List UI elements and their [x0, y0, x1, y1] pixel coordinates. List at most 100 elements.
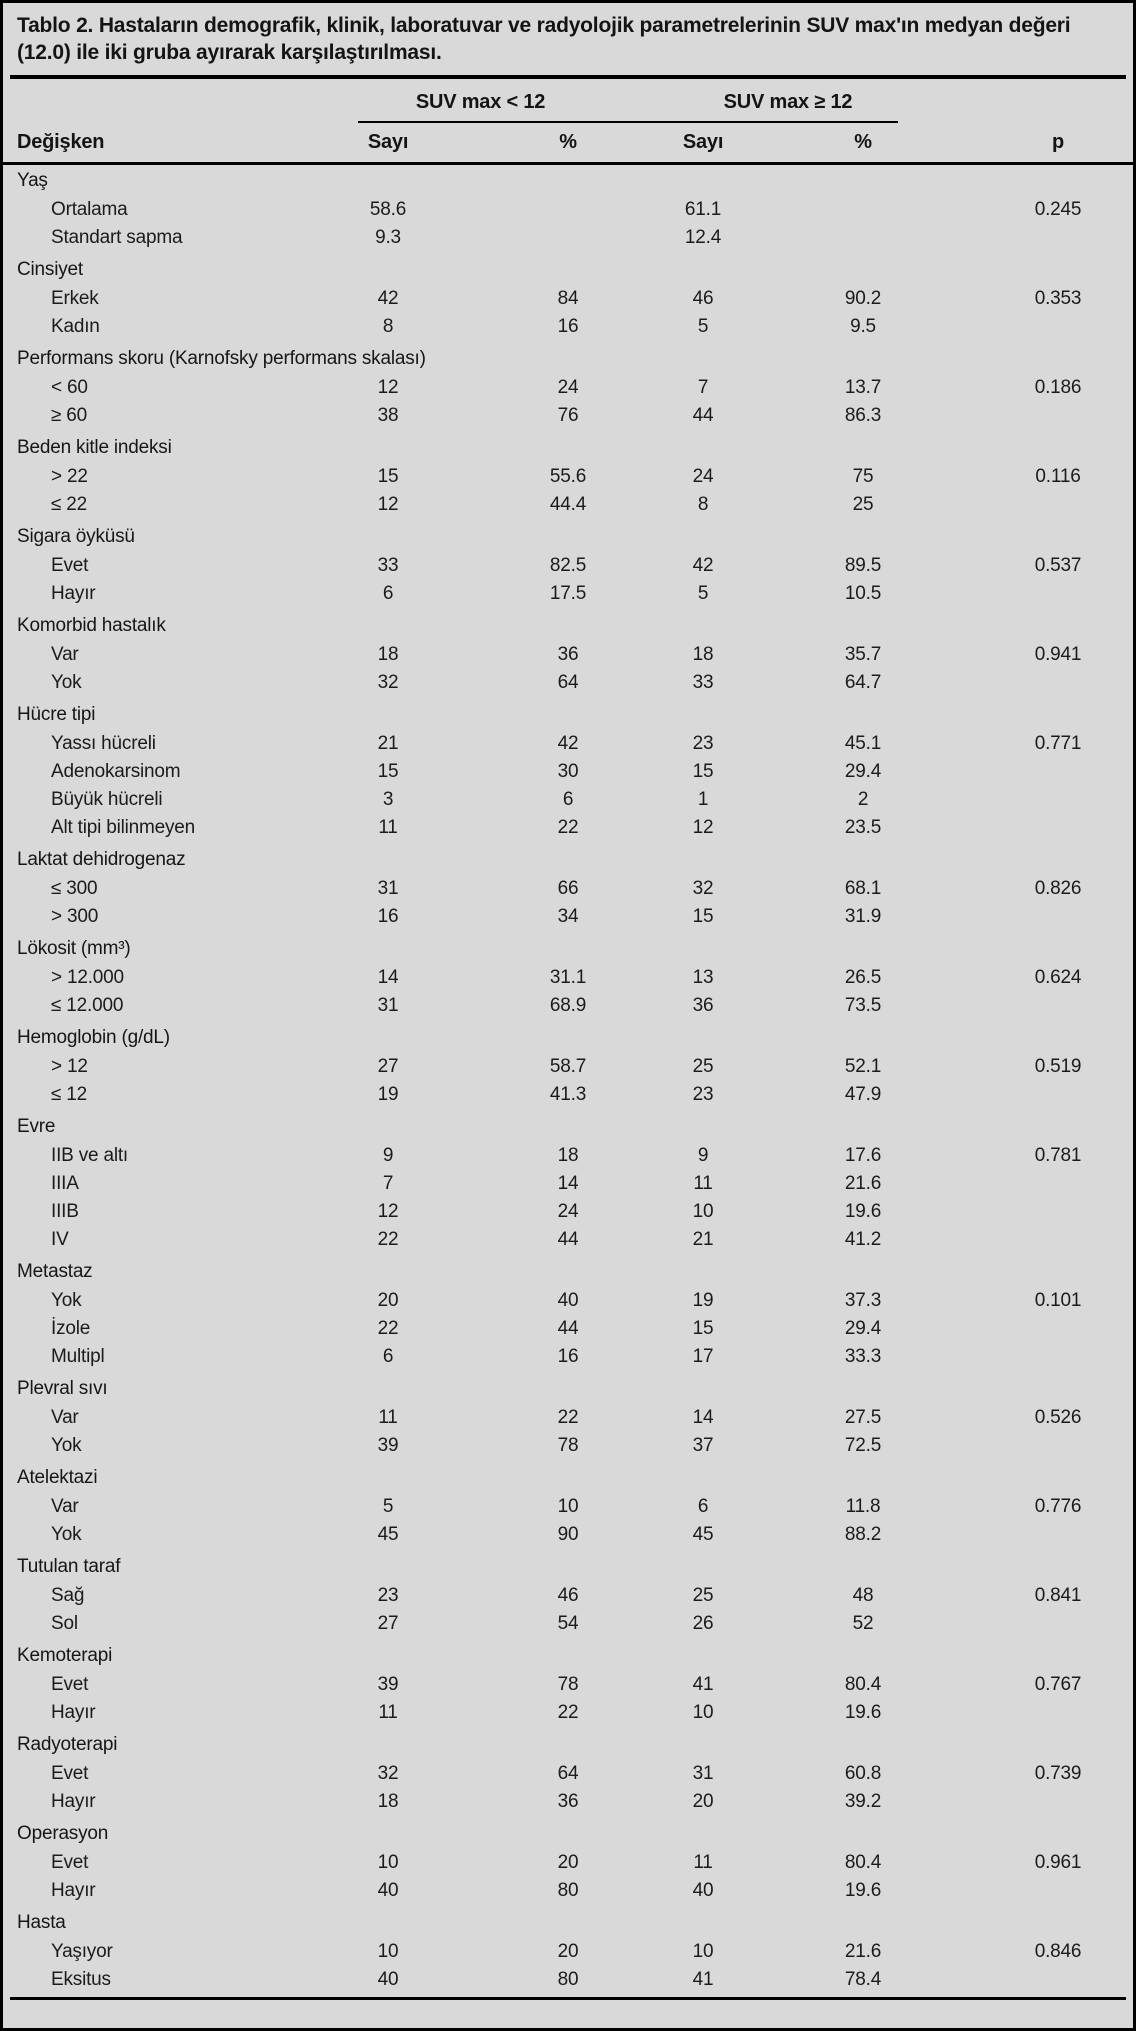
cell-sayi-lt12: 20: [377, 1290, 399, 1312]
cell-sayi-ge12: 31: [692, 1763, 714, 1785]
data-row: Evet 39 78 41 80.4 0.767: [3, 1671, 1133, 1699]
section-label: Komorbid hastalık: [17, 615, 166, 637]
data-row: ≤ 300 31 66 32 68.1 0.826: [3, 875, 1133, 903]
section-label: Yaş: [17, 170, 48, 192]
cell-pct-ge12: 48: [852, 1585, 874, 1607]
data-row: ≤ 22 12 44.4 8 25: [3, 491, 1133, 519]
cell-p-value: 0.624: [1034, 967, 1082, 989]
cell-sayi-ge12: 10: [692, 1201, 714, 1223]
cell-p-value: [983, 580, 1133, 608]
cell-pct-ge12: 37.3: [844, 1290, 882, 1312]
cell-p-value: [983, 758, 1133, 786]
cell-pct-lt12: 80: [557, 1969, 579, 1991]
row-label: Sağ: [51, 1585, 85, 1607]
cell-pct-ge12: 19.6: [844, 1880, 882, 1902]
data-row: Yok 32 64 33 64.7: [3, 669, 1133, 697]
cell-p-value: 0.519: [1034, 1056, 1082, 1078]
row-label: Eksitus: [51, 1969, 111, 1991]
cell-pct-ge12: 39.2: [844, 1791, 882, 1813]
cell-pct-ge12: 13.7: [844, 377, 882, 399]
col-header-sayi-ge12: Sayı: [663, 123, 743, 165]
cell-sayi-ge12: 14: [692, 1407, 714, 1429]
data-row: IV 22 44 21 41.2: [3, 1226, 1133, 1254]
cell-p-value: 0.776: [1034, 1496, 1082, 1518]
cell-pct-ge12: 19.6: [844, 1702, 882, 1724]
data-row: Hayır 18 36 20 39.2: [3, 1788, 1133, 1816]
col-header-pct-ge12: %: [743, 123, 983, 165]
col-header-degisken: Değişken: [3, 123, 303, 165]
row-label: IV: [51, 1229, 69, 1251]
cell-pct-ge12: 21.6: [844, 1941, 882, 1963]
cell-sayi-lt12: 7: [382, 1173, 394, 1195]
section-row: Plevral sıvı: [3, 1371, 1133, 1404]
data-row: > 12 27 58.7 25 52.1 0.519: [3, 1053, 1133, 1081]
cell-sayi-ge12: 25: [692, 1585, 714, 1607]
cell-pct-ge12: [743, 196, 983, 224]
cell-pct-ge12: 10.5: [844, 583, 882, 605]
section-row: Operasyon: [3, 1816, 1133, 1849]
data-row: Var 5 10 6 11.8 0.776: [3, 1493, 1133, 1521]
cell-sayi-ge12: 61.1: [684, 199, 722, 221]
cell-pct-ge12: 52: [852, 1613, 874, 1635]
data-row: < 60 12 24 7 13.7 0.186: [3, 374, 1133, 402]
cell-p-value: 0.767: [1034, 1674, 1082, 1696]
cell-p-value: [983, 1315, 1133, 1343]
data-row: Hayır 40 80 40 19.6: [3, 1877, 1133, 1905]
data-row: Multipl 6 16 17 33.3: [3, 1343, 1133, 1371]
group-header-row: SUV max < 12 SUV max ≥ 12: [3, 79, 1133, 124]
cell-pct-ge12: 52.1: [844, 1056, 882, 1078]
cell-sayi-lt12: 40: [377, 1969, 399, 1991]
cell-pct-ge12: 80.4: [844, 1852, 882, 1874]
cell-sayi-lt12: 42: [377, 288, 399, 310]
title-separator-rule: [10, 75, 1126, 80]
cell-p-value: 0.739: [1034, 1763, 1082, 1785]
section-label: Tutulan taraf: [17, 1556, 121, 1578]
cell-p-value: 0.537: [1034, 555, 1082, 577]
row-label: Yassı hücreli: [51, 733, 156, 755]
row-label: Var: [51, 1496, 79, 1518]
cell-p-value: [983, 1226, 1133, 1254]
cell-pct-lt12: 24: [557, 377, 579, 399]
cell-pct-ge12: 29.4: [844, 761, 882, 783]
row-label: Hayır: [51, 1702, 96, 1724]
section-label: Hemoglobin (g/dL): [17, 1027, 170, 1049]
cell-pct-lt12: 64: [557, 672, 579, 694]
cell-pct-lt12: 76: [557, 405, 579, 427]
cell-pct-lt12: 24: [557, 1201, 579, 1223]
data-row: Yaşıyor 10 20 10 21.6 0.846: [3, 1938, 1133, 1966]
cell-p-value: [983, 313, 1133, 341]
section-row: Komorbid hastalık: [3, 608, 1133, 641]
data-row: Kadın 8 16 5 9.5: [3, 313, 1133, 341]
cell-pct-lt12: 41.3: [549, 1084, 587, 1106]
section-row: Hasta: [3, 1905, 1133, 1938]
col-header-p-value: p: [983, 123, 1133, 165]
comparison-table: SUV max < 12 SUV max ≥ 12 Değişken Sayı …: [3, 79, 1133, 1994]
row-label: ≤ 22: [51, 494, 88, 516]
data-row: Adenokarsinom 15 30 15 29.4: [3, 758, 1133, 786]
cell-pct-ge12: 26.5: [844, 967, 882, 989]
cell-sayi-lt12: 19: [377, 1084, 399, 1106]
bottom-rule: [10, 1997, 1126, 2001]
cell-sayi-lt12: 22: [377, 1318, 399, 1340]
section-row: Cinsiyet: [3, 252, 1133, 285]
section-label: Lökosit (mm³): [17, 938, 131, 960]
data-row: Evet 10 20 11 80.4 0.961: [3, 1849, 1133, 1877]
row-label: IIIB: [51, 1201, 79, 1223]
data-row: Yassı hücreli 21 42 23 45.1 0.771: [3, 730, 1133, 758]
cell-pct-ge12: 88.2: [844, 1524, 882, 1546]
table-body: Yaş Ortalama 58.6 61.1 0.245 Standart sapma 9.…: [3, 163, 1133, 1994]
cell-pct-ge12: 11.8: [845, 1496, 881, 1518]
row-label: Yok: [51, 672, 82, 694]
group-header-cell: SUV max < 12 SUV max ≥ 12: [303, 79, 983, 124]
row-label: Yok: [51, 1290, 82, 1312]
data-row: > 12.000 14 31.1 13 26.5 0.624: [3, 964, 1133, 992]
row-label: Adenokarsinom: [51, 761, 181, 783]
cell-sayi-ge12: 12.4: [684, 227, 722, 249]
cell-sayi-ge12: 21: [692, 1229, 714, 1251]
cell-pct-ge12: 60.8: [844, 1763, 882, 1785]
cell-pct-lt12: 17.5: [549, 583, 587, 605]
cell-p-value: 0.186: [1034, 377, 1082, 399]
cell-pct-ge12: 72.5: [844, 1435, 882, 1457]
cell-p-value: 0.116: [1035, 466, 1081, 488]
group-header-spacer-left: [3, 79, 303, 123]
